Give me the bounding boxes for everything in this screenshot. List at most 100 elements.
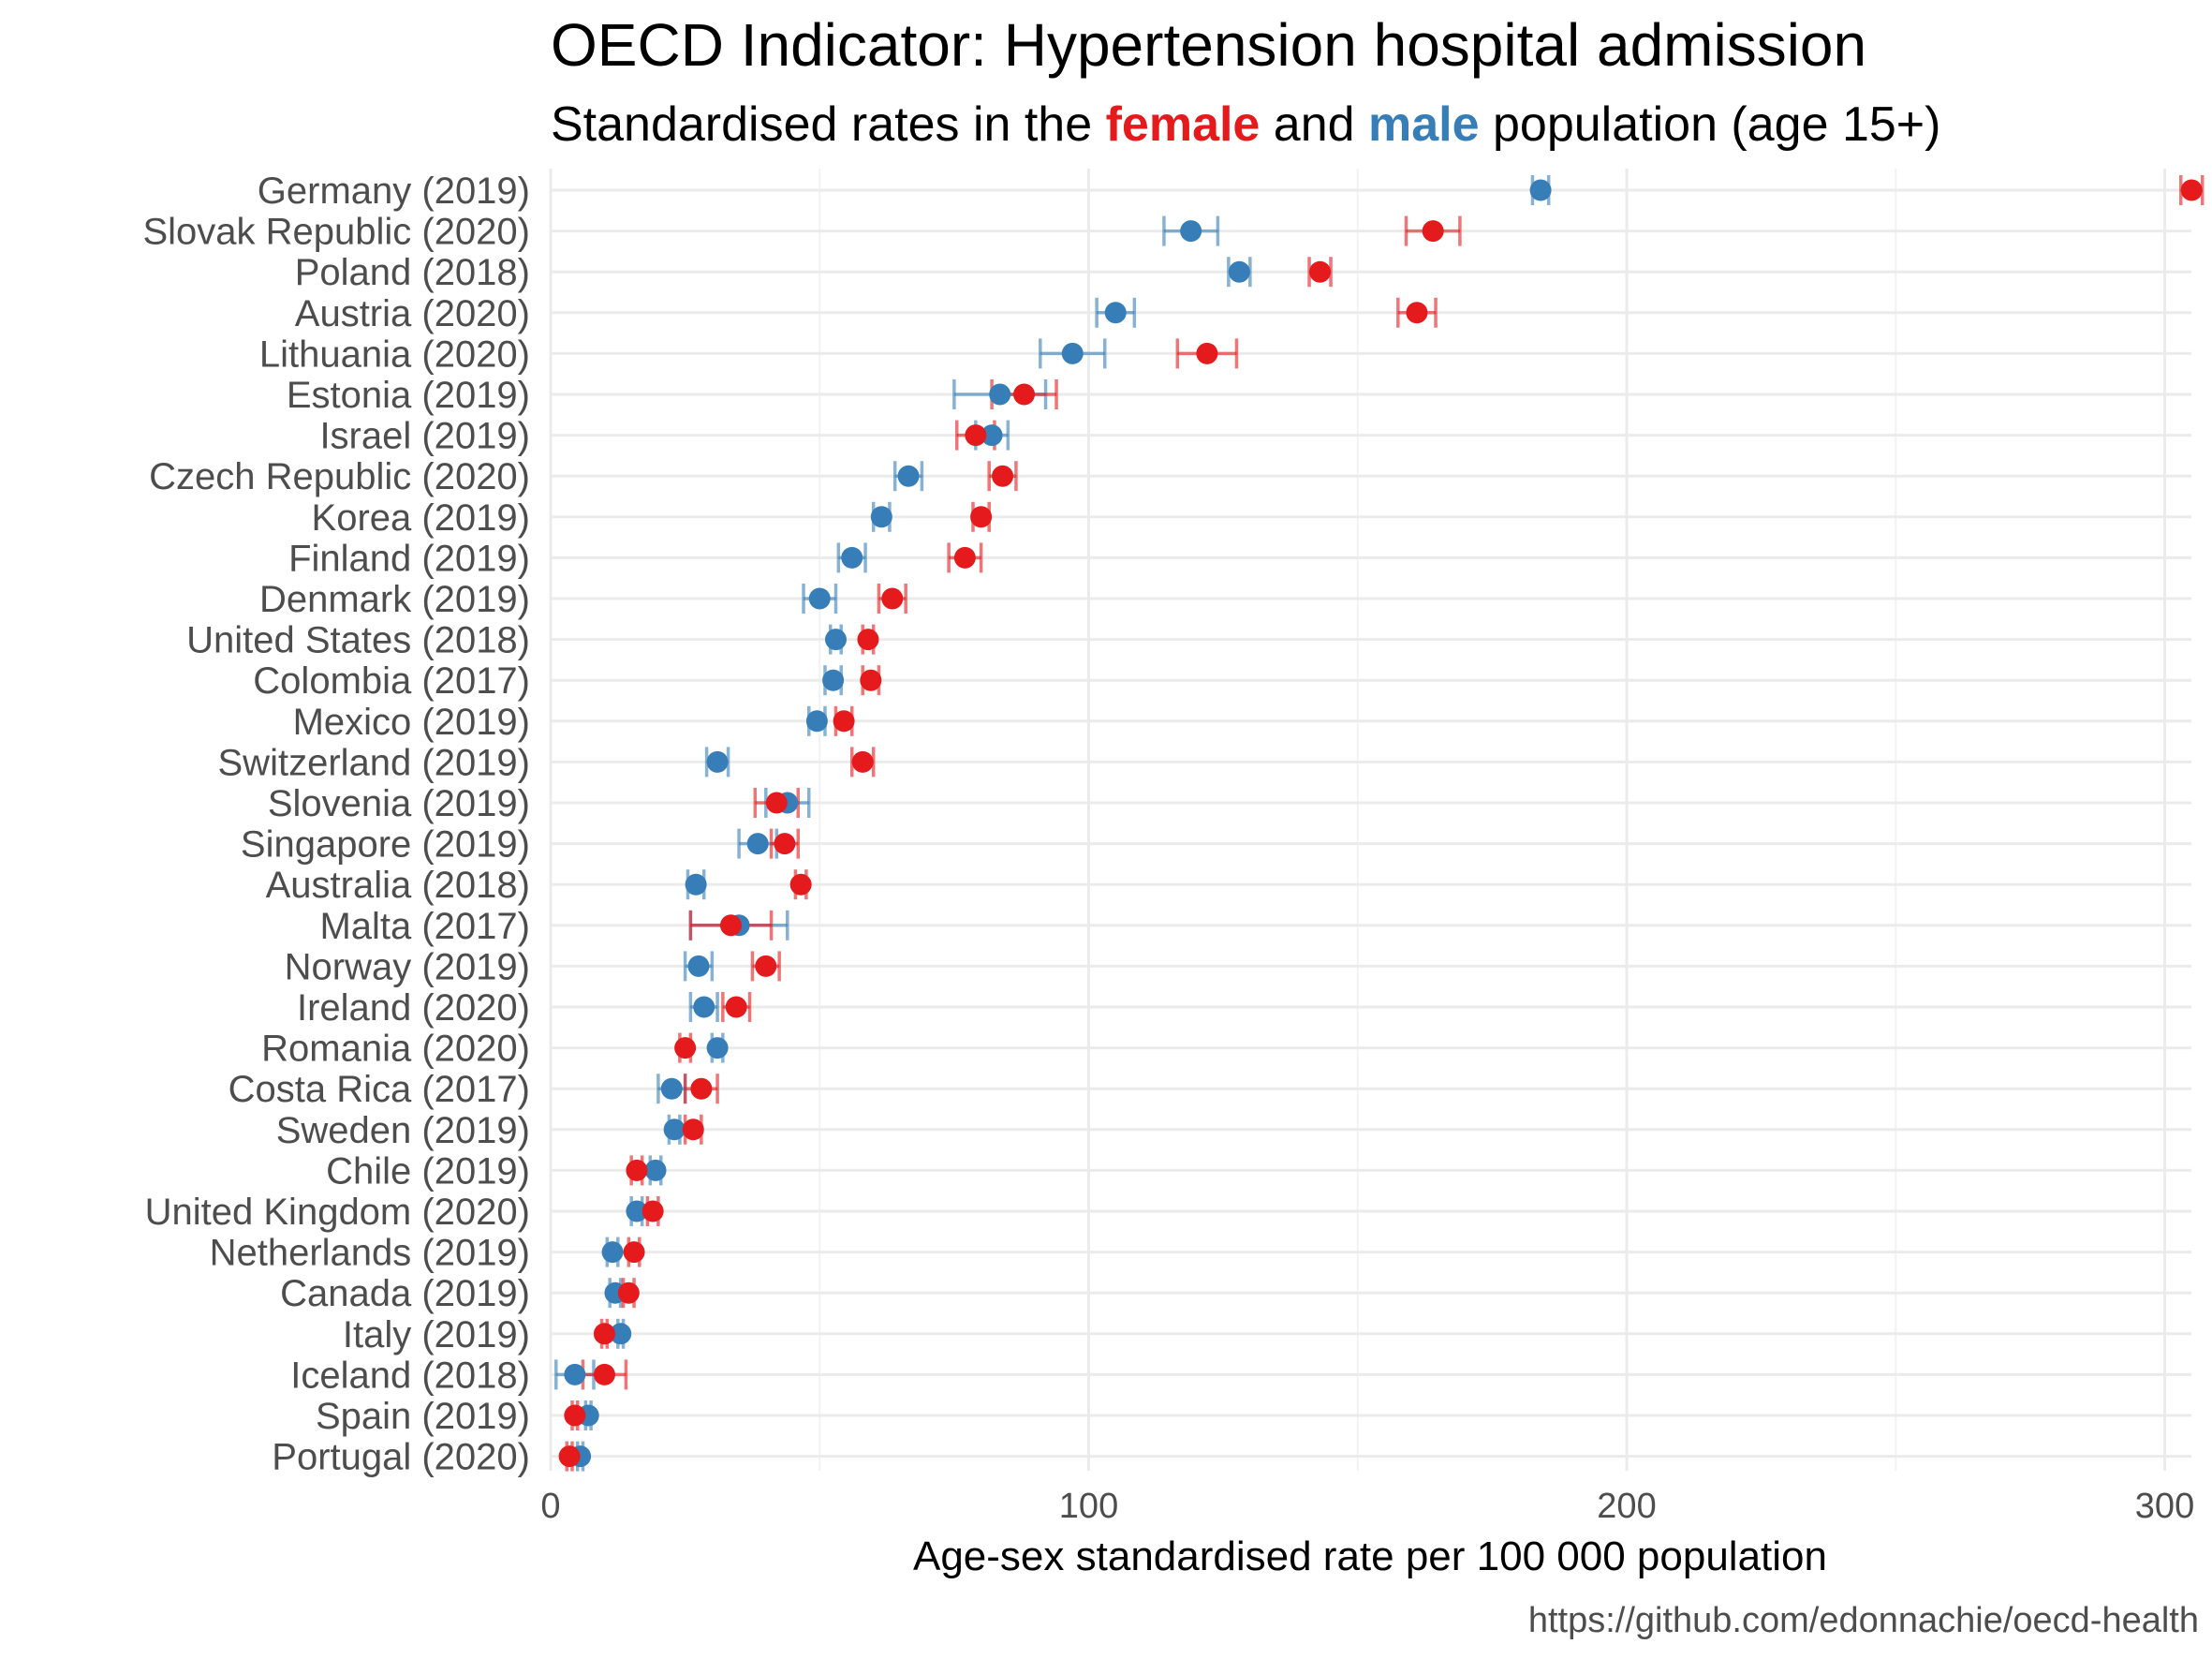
male-point <box>564 1363 586 1385</box>
male-point <box>1228 260 1250 283</box>
category-label: Romania (2020) <box>261 1029 530 1070</box>
female-point <box>1422 220 1444 243</box>
category-label: Estonia (2019) <box>287 375 530 416</box>
male-point <box>601 1241 624 1264</box>
female-point <box>623 1241 645 1264</box>
male-point <box>746 833 769 855</box>
subtitle-prefix: Standardised rates in the <box>551 97 1106 152</box>
male-point <box>841 546 863 569</box>
female-point <box>774 833 796 855</box>
category-label: Czech Republic (2020) <box>149 456 530 497</box>
female-point <box>725 996 747 1018</box>
x-tick-labels: 0 100 200 300 <box>540 1487 2194 1526</box>
male-point <box>663 1118 686 1141</box>
category-label: Korea (2019) <box>312 497 530 539</box>
category-label: Finland (2019) <box>288 538 530 579</box>
male-point <box>1061 342 1084 364</box>
female-point <box>641 1200 664 1222</box>
female-point <box>755 955 777 977</box>
female-point <box>593 1323 615 1345</box>
male-point <box>824 629 847 651</box>
chart-caption: https://github.com/edonnachie/oecd-healt… <box>1528 1601 2199 1640</box>
category-label: Chile (2019) <box>326 1150 530 1192</box>
x-axis-title: Age-sex standardised rate per 100 000 po… <box>913 1533 1827 1579</box>
category-label: Poland (2018) <box>295 252 530 293</box>
male-point <box>610 1323 632 1345</box>
category-label: Slovenia (2019) <box>268 783 530 824</box>
subtitle-middle: and <box>1260 97 1368 152</box>
category-label: Malta (2017) <box>319 906 530 947</box>
category-label: Iceland (2018) <box>290 1355 530 1396</box>
male-point <box>706 1037 729 1059</box>
x-tick-label: 0 <box>540 1487 560 1526</box>
category-label: United Kingdom (2020) <box>145 1192 530 1233</box>
category-label: Australia (2018) <box>266 865 530 906</box>
female-point <box>1406 302 1428 324</box>
category-label: Portugal (2020) <box>272 1437 530 1478</box>
male-point <box>660 1077 683 1100</box>
female-point <box>992 465 1014 487</box>
female-point <box>626 1159 648 1181</box>
male-point <box>644 1159 667 1181</box>
category-label: Mexico (2019) <box>293 702 530 743</box>
female-point <box>1013 383 1036 406</box>
female-point <box>719 914 742 937</box>
category-label: United States (2018) <box>186 620 530 661</box>
female-point <box>765 792 788 814</box>
category-label: Switzerland (2019) <box>218 742 531 783</box>
category-label: Israel (2019) <box>319 416 530 457</box>
female-point <box>558 1445 581 1468</box>
plot-grid <box>549 169 2191 1471</box>
male-point <box>981 424 1003 447</box>
male-point <box>808 587 831 610</box>
subtitle-male: male <box>1368 97 1480 152</box>
female-point <box>860 669 882 691</box>
category-label: Spain (2019) <box>316 1396 530 1437</box>
subtitle-female: female <box>1106 97 1261 152</box>
x-tick-label: 300 <box>2135 1487 2194 1526</box>
category-label: Slovak Republic (2020) <box>142 212 530 253</box>
female-point <box>789 873 812 896</box>
category-label: Germany (2019) <box>258 170 530 212</box>
row-labels: Germany (2019)Slovak Republic (2020)Pola… <box>142 170 530 1478</box>
female-point <box>881 587 904 610</box>
male-point <box>1180 220 1202 243</box>
male-point <box>805 710 828 733</box>
female-point <box>690 1077 713 1100</box>
category-label: Italy (2019) <box>343 1314 530 1355</box>
data-points <box>558 179 2203 1468</box>
category-label: Singapore (2019) <box>241 824 530 866</box>
female-point <box>593 1363 615 1385</box>
male-point <box>897 465 920 487</box>
male-point <box>693 996 715 1018</box>
female-point <box>564 1404 586 1427</box>
male-point <box>706 750 729 773</box>
male-point <box>685 873 707 896</box>
female-point <box>833 710 855 733</box>
female-point <box>674 1037 697 1059</box>
category-label: Austria (2020) <box>295 293 530 334</box>
male-point <box>822 669 845 691</box>
category-label: Colombia (2017) <box>253 660 530 702</box>
male-point <box>989 383 1011 406</box>
female-point <box>857 629 879 651</box>
female-point <box>965 424 987 447</box>
female-point <box>2180 179 2203 201</box>
chart-title: OECD Indicator: Hypertension hospital ad… <box>551 11 1866 79</box>
chart-subtitle: Standardised rates in the female and mal… <box>551 97 1940 152</box>
category-label: Sweden (2019) <box>276 1110 530 1151</box>
female-point <box>953 546 976 569</box>
female-point <box>1196 342 1218 364</box>
male-point <box>687 955 710 977</box>
male-point <box>1529 179 1552 201</box>
x-tick-label: 100 <box>1059 1487 1118 1526</box>
male-point <box>1104 302 1127 324</box>
category-label: Lithuania (2020) <box>259 333 530 375</box>
category-label: Netherlands (2019) <box>210 1233 530 1274</box>
category-label: Canada (2019) <box>280 1273 530 1314</box>
subtitle-suffix: population (age 15+) <box>1480 97 1941 152</box>
category-label: Costa Rica (2017) <box>229 1069 530 1110</box>
category-label: Norway (2019) <box>285 946 530 987</box>
category-label: Ireland (2020) <box>297 987 530 1029</box>
